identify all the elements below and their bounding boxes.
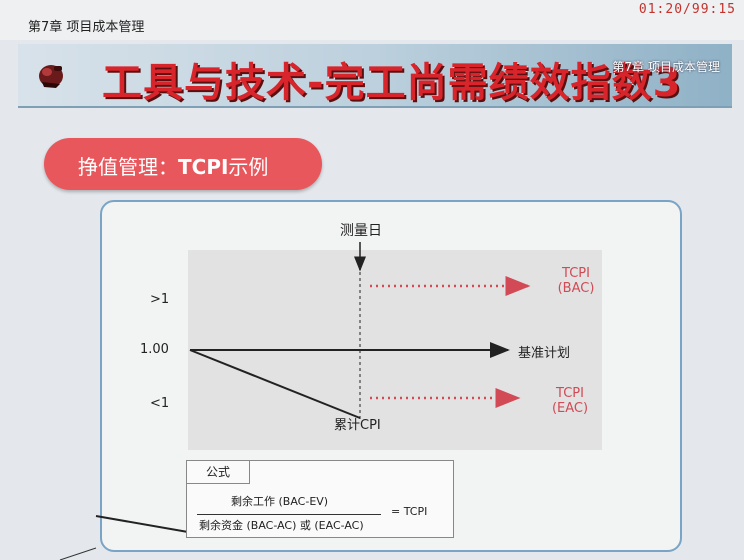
section-heading-prefix: 挣值管理： xyxy=(78,155,178,179)
section-heading-suffix: 示例 xyxy=(228,155,269,179)
fraction-bar xyxy=(197,514,381,515)
section-heading-tcpi: TCPI xyxy=(178,155,229,179)
chapter-label: 第7章 项目成本管理 xyxy=(28,20,145,35)
formula-result: = TCPI xyxy=(391,505,428,518)
y-label-less: <1 xyxy=(150,396,170,411)
y-label-greater: >1 xyxy=(150,292,170,307)
slide-title: 工具与技术-完工尚需绩效指数3 xyxy=(102,60,682,106)
tcpi-bac-line2: (BAC) xyxy=(557,281,595,296)
tcpi-bac-line1: TCPI xyxy=(562,266,590,281)
leader-line xyxy=(95,515,189,533)
formula-tab: 公式 xyxy=(187,461,250,484)
y-label-baseline: 1.00 xyxy=(140,342,169,357)
leader-line-2 xyxy=(59,547,97,560)
banner-chapter-label: 第7章 项目成本管理 xyxy=(612,60,720,74)
top-bar: 第7章 项目成本管理 01:20/99:15 xyxy=(0,0,744,40)
measure-day-label: 测量日 xyxy=(340,223,382,239)
baseline-label: 基准计划 xyxy=(518,346,571,361)
tcpi-eac-label: TCPI (EAC) xyxy=(542,386,598,416)
section-heading-pill: 挣值管理：TCPI示例 xyxy=(44,138,322,190)
formula-box: 公式 剩余工作 (BAC-EV) 剩余资金 (BAC-AC) 或 (EAC-AC… xyxy=(186,460,454,538)
tcpi-bac-label: TCPI (BAC) xyxy=(548,266,604,296)
title-banner: 工具与技术-完工尚需绩效指数3 第7章 项目成本管理 xyxy=(18,44,732,108)
tcpi-eac-line1: TCPI xyxy=(556,386,584,401)
cpi-line xyxy=(189,349,361,419)
formula-numerator: 剩余工作 (BAC-EV) xyxy=(231,495,329,508)
formula-denominator: 剩余资金 (BAC-AC) 或 (EAC-AC) xyxy=(199,519,364,532)
section-heading: 挣值管理：TCPI示例 xyxy=(78,151,268,180)
playback-timer: 01:20/99:15 xyxy=(638,2,736,17)
cpi-label: 累计CPI xyxy=(334,418,381,433)
tcpi-eac-line2: (EAC) xyxy=(551,401,589,416)
logo-icon xyxy=(39,65,63,88)
